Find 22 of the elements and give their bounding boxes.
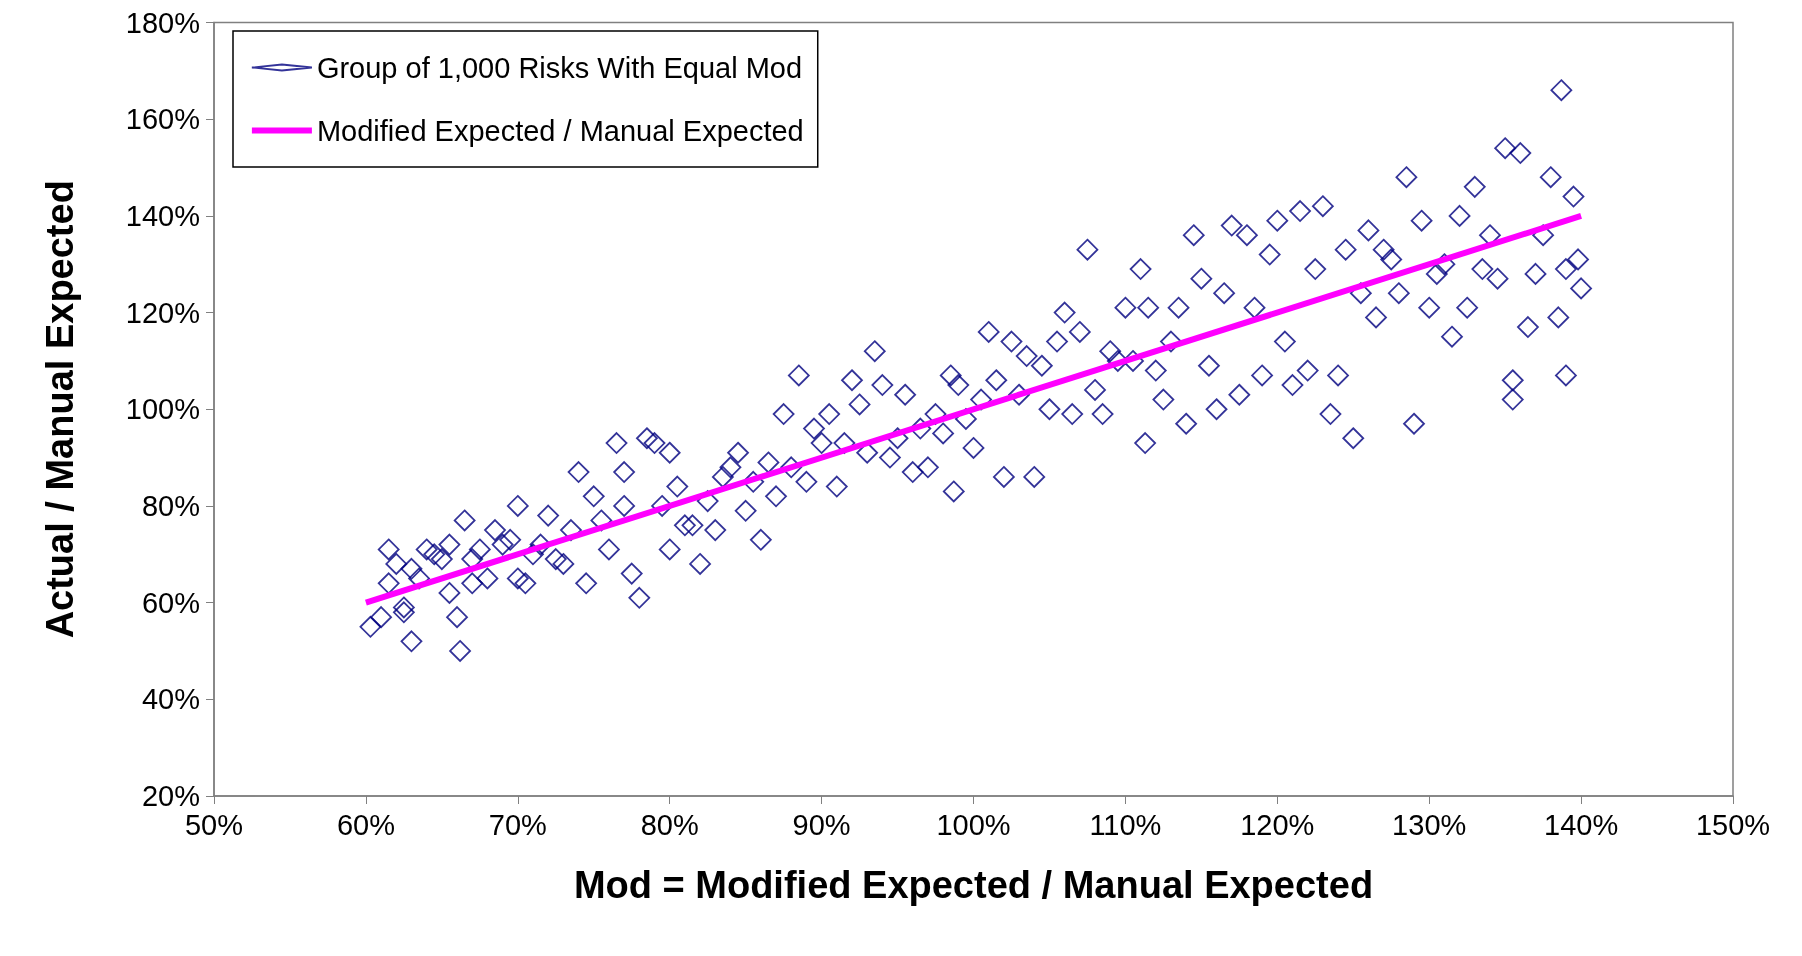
y-tick-label: 140% [125, 199, 200, 232]
x-tick-label: 120% [1240, 808, 1315, 841]
y-tick-label: 160% [125, 103, 200, 136]
x-tick-label: 70% [488, 808, 547, 841]
y-tick-label: 120% [125, 296, 200, 329]
y-tick-label: 180% [125, 6, 200, 39]
y-tick-label: 40% [141, 683, 200, 716]
x-tick-label: 110% [1089, 808, 1162, 841]
x-axis-title: Mod = Modified Expected / Manual Expected [573, 864, 1374, 906]
x-tick-label: 100% [936, 808, 1011, 841]
x-tick-label: 150% [1695, 808, 1771, 841]
legend-label: Modified Expected / Manual Expected [316, 114, 804, 147]
y-tick-label: 100% [125, 393, 200, 426]
x-tick-label: 130% [1392, 808, 1467, 841]
x-tick-label: 80% [640, 808, 699, 841]
x-tick-label: 90% [792, 808, 851, 841]
x-tick-label: 60% [336, 808, 395, 841]
y-axis-title: Actual / Manual Expected [39, 180, 81, 639]
y-tick-label: 60% [141, 586, 200, 619]
legend-label: Group of 1,000 Risks With Equal Mod [316, 51, 803, 84]
y-tick-label: 80% [141, 489, 200, 522]
x-tick-label: 140% [1544, 808, 1619, 841]
